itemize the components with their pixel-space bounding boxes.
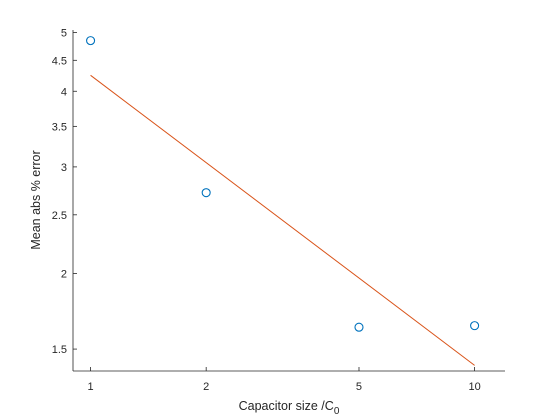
y-tick-label-0: 1.5 bbox=[52, 344, 67, 356]
x-tick-label-1: 2 bbox=[203, 381, 209, 393]
y-tick-label-5: 4 bbox=[61, 86, 67, 98]
x-tick-label-3: 10 bbox=[468, 381, 480, 393]
y-ticks: 1.5 2 2.5 3 3.5 4 4.5 5 bbox=[52, 28, 77, 356]
x-axis-label: Capacitor size /C0 bbox=[239, 399, 340, 417]
y-tick-label-1: 2 bbox=[61, 268, 67, 280]
data-point-0 bbox=[86, 36, 96, 46]
y-tick-label-4: 3.5 bbox=[52, 121, 67, 133]
x-ticks: 1 2 5 10 bbox=[88, 367, 481, 393]
data-point-1 bbox=[201, 188, 211, 198]
data-point-2 bbox=[354, 322, 364, 332]
x-tick-label-2: 5 bbox=[356, 381, 362, 393]
trend-line bbox=[90, 74, 475, 366]
plot-area bbox=[86, 36, 480, 366]
data-point-3 bbox=[470, 321, 480, 331]
x-tick-label-0: 1 bbox=[88, 381, 94, 393]
x-axis-label-subscript: 0 bbox=[334, 406, 340, 417]
y-axis-label: Mean abs % error bbox=[29, 150, 43, 249]
axes bbox=[72, 30, 505, 372]
y-tick-label-3: 3 bbox=[61, 162, 67, 174]
y-tick-label-6: 4.5 bbox=[52, 55, 67, 67]
y-tick-label-2: 2.5 bbox=[52, 210, 67, 222]
y-tick-label-7: 5 bbox=[61, 28, 67, 40]
